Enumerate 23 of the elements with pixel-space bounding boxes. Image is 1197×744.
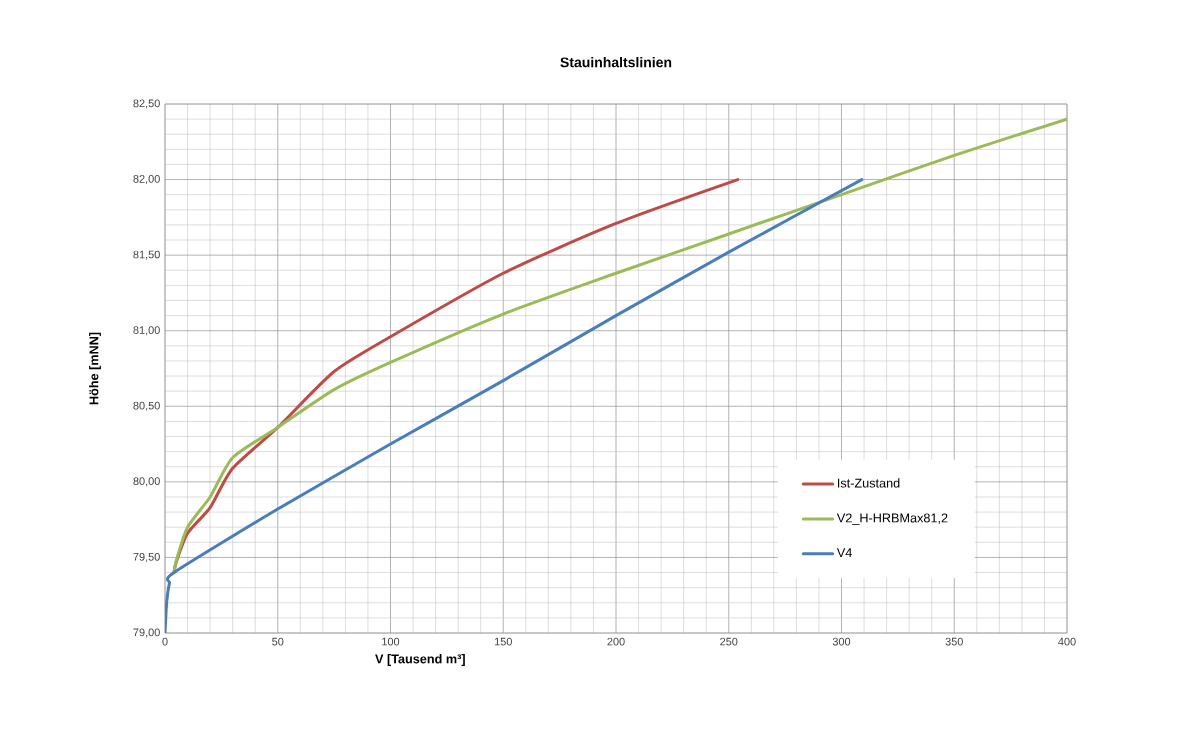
x-tick-label: 100	[382, 637, 400, 646]
x-tick-label: 250	[720, 637, 738, 646]
chart-title: Stauinhaltslinien	[560, 57, 672, 68]
legend-label: V4	[836, 548, 852, 558]
x-tick-label: 200	[607, 637, 625, 646]
y-axis-title: Höhe [mNN]	[89, 332, 101, 405]
y-tick-label: 79,00	[133, 628, 160, 638]
y-tick-label: 79,50	[133, 552, 160, 562]
legend-label: V2_H-HRBMax81,2	[836, 513, 948, 525]
y-tick-label: 80,50	[133, 401, 160, 411]
x-tick-label: 150	[494, 637, 512, 646]
y-tick-label: 81,00	[133, 326, 160, 336]
x-tick-label: 350	[945, 637, 963, 646]
y-tick-label: 80,00	[133, 477, 160, 487]
x-axis-title: V [Tausend m³]	[375, 654, 465, 666]
x-tick-label: 0	[162, 637, 168, 646]
y-tick-label: 82,00	[133, 175, 160, 185]
x-tick-label: 400	[1058, 637, 1076, 646]
y-tick-label: 82,50	[133, 99, 160, 109]
legend-label: Ist-Zustand	[838, 478, 900, 488]
y-tick-label: 81,50	[133, 250, 160, 260]
x-tick-label: 50	[272, 637, 284, 646]
x-tick-label: 300	[832, 637, 851, 646]
